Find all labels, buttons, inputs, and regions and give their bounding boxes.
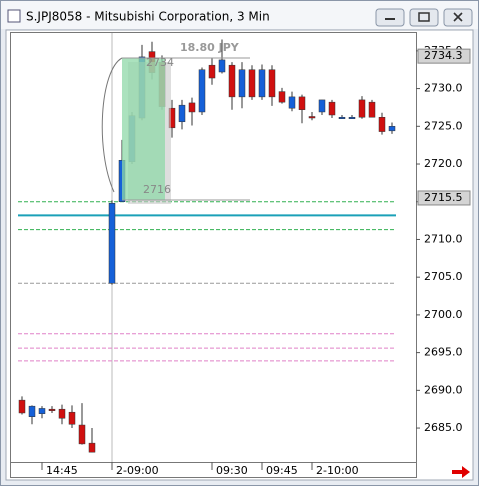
candle-body	[308, 116, 316, 119]
y-tick-label: 2700.0	[424, 308, 463, 321]
candle-body	[388, 126, 396, 132]
candle-body	[208, 64, 216, 79]
minimize-button[interactable]	[375, 8, 405, 27]
candle-body	[248, 69, 256, 98]
candle-body	[268, 69, 276, 98]
maximize-button[interactable]	[409, 8, 439, 27]
candle-body	[298, 96, 306, 110]
candle-body	[178, 104, 186, 123]
x-tick-label: 09:45	[266, 464, 298, 477]
x-tick-label: 2-09:00	[116, 464, 159, 477]
candle-body	[228, 64, 236, 98]
y-tick-label: 2725.0	[424, 119, 463, 132]
candle-body	[188, 102, 196, 113]
measure-label: 2716	[143, 183, 171, 196]
candle-body	[88, 442, 96, 453]
y-tick-label: 2690.0	[424, 383, 463, 396]
plot-area	[10, 32, 417, 463]
maximize-icon	[418, 12, 430, 22]
candle-body	[258, 69, 266, 98]
measure-label: 18.80 JPY	[180, 41, 240, 54]
y-tick-label: 2710.0	[424, 232, 463, 245]
candle-body	[18, 399, 26, 414]
scroll-arrow[interactable]	[452, 466, 470, 478]
candle-body	[28, 405, 36, 417]
candle-body	[198, 69, 206, 113]
candle-body	[358, 99, 366, 118]
y-tick-label: 2720.0	[424, 157, 463, 170]
price-label-box	[417, 48, 471, 64]
candle-body	[318, 99, 326, 113]
candle-body	[348, 116, 356, 119]
measure-box	[122, 58, 165, 200]
y-tick-label: 2730.0	[424, 82, 463, 95]
candle-body	[288, 96, 296, 109]
close-icon	[453, 12, 463, 22]
y-tick-label: 2705.0	[424, 270, 463, 283]
candle-body	[238, 69, 246, 98]
x-tick-label: 09:30	[216, 464, 248, 477]
candle-body	[78, 424, 86, 445]
x-tick-label: 2-10:00	[316, 464, 359, 477]
candle-body	[368, 101, 376, 118]
y-tick-label: 2685.0	[424, 421, 463, 434]
candle-body	[328, 101, 336, 116]
y-tick-label: 2695.0	[424, 346, 463, 359]
price-label-box	[417, 190, 471, 206]
candle-body	[38, 408, 46, 414]
candle-body	[108, 202, 116, 284]
window-title: S.JPJ8058 - Mitsubishi Corporation, 3 Mi…	[26, 10, 270, 24]
candle-body	[278, 91, 286, 103]
candle-body	[378, 116, 386, 132]
candle-body	[338, 116, 346, 119]
candle-body	[48, 408, 56, 411]
candle-body	[218, 59, 226, 73]
measure-arc	[101, 57, 123, 193]
window-icon	[7, 9, 21, 23]
x-tick-label: 14:45	[46, 464, 78, 477]
candle-body	[58, 408, 66, 419]
price-label: 2734.3	[424, 49, 463, 62]
price-label: 2715.5	[424, 191, 463, 204]
measure-label: 2734	[146, 56, 174, 69]
candle-body	[68, 411, 76, 425]
